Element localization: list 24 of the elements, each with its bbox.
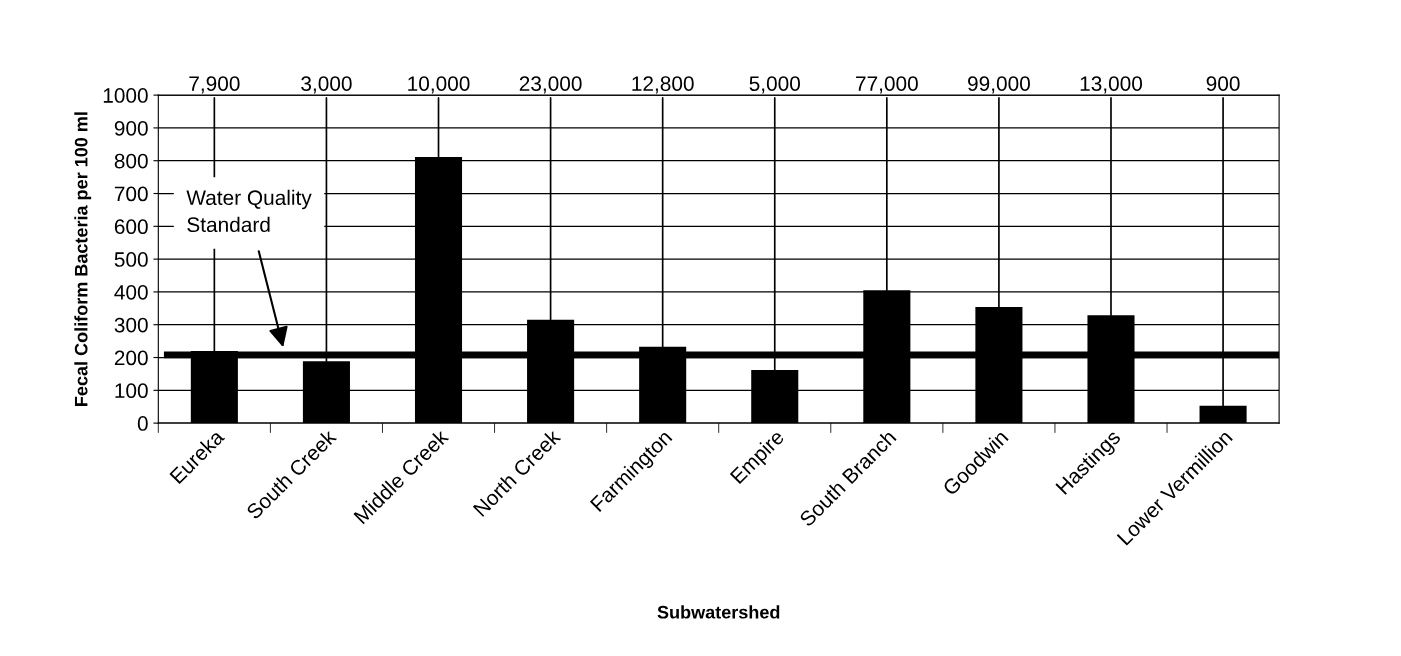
- y-tick-label: 200: [114, 350, 148, 366]
- y-tick-label: 1000: [103, 88, 148, 103]
- y-tick-label: 0: [137, 416, 148, 431]
- y-tick-label: 400: [114, 284, 148, 300]
- y-tick-label: 700: [114, 186, 148, 202]
- annotation: 7,900: [189, 76, 240, 94]
- y-tick-label: 900: [114, 120, 148, 136]
- y-tick-label: 800: [114, 153, 148, 169]
- annotation: 23,000: [519, 76, 582, 94]
- x-axis-title: Subwatershed: [657, 605, 780, 619]
- annotation: 10,000: [408, 76, 470, 94]
- annotation: 13,000: [1080, 76, 1143, 94]
- annotation: 77,000: [856, 76, 918, 94]
- y-tick-label: 100: [115, 383, 148, 399]
- y-tick-label: 300: [114, 317, 148, 333]
- annotation: 99,000: [968, 76, 1030, 94]
- annotation: 3,000: [301, 76, 352, 94]
- y-tick-label: 600: [114, 219, 148, 235]
- y-axis-title: Fecal Coliform Bacteria per 100 ml: [74, 112, 92, 406]
- annotation: 900: [1206, 76, 1240, 91]
- ref-line-label: Water Quality Standard: [186, 189, 312, 233]
- annotation: 5,000: [749, 76, 801, 94]
- annotation: 12,800: [632, 76, 694, 94]
- y-tick-label: 500: [114, 252, 148, 267]
